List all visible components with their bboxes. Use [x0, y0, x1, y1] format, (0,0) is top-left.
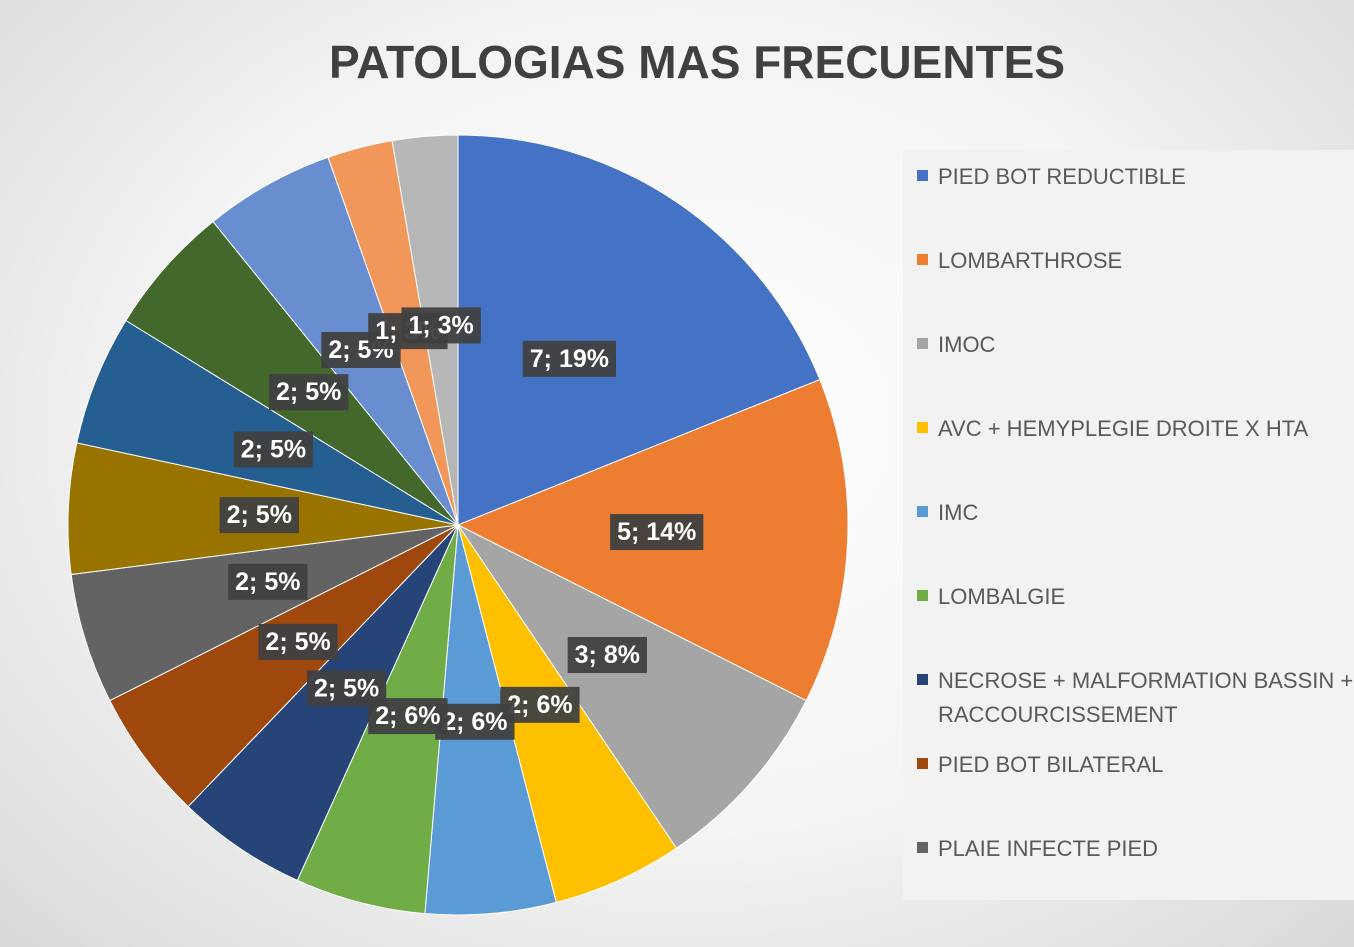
legend-label: IMOC: [938, 332, 996, 357]
legend-label: PIED BOT REDUCTIBLE: [938, 164, 1186, 189]
legend-item: NECROSE + MALFORMATION BASSIN + RACCOURC…: [917, 664, 1354, 748]
legend: PIED BOT REDUCTIBLE LOMBARTHROSE IMOC AVC +…: [903, 150, 1354, 900]
data-label-text: 7; 19%: [530, 345, 609, 373]
legend-label: PLAIE INFECTE PIED: [938, 836, 1159, 861]
legend-swatch: [917, 338, 928, 349]
legend-label: LOMBALGIE: [938, 584, 1066, 609]
data-label-text: 2; 5%: [227, 501, 292, 529]
data-label-text: 2; 5%: [241, 435, 306, 463]
legend-swatch: [917, 842, 928, 853]
legend-label: LOMBARTHROSE: [938, 248, 1123, 273]
pie-slice: [125, 220, 459, 526]
data-label-box: [610, 514, 704, 551]
legend-label: PIED BOT BILATERAL: [938, 752, 1164, 777]
data-label-box: [228, 563, 308, 600]
data-label-box: [435, 703, 515, 740]
legend-swatch: [917, 254, 928, 265]
legend-item: IMC: [917, 496, 1354, 580]
data-label: 2; 5%: [306, 670, 387, 707]
legend-swatch: [917, 590, 928, 601]
data-label-box: [269, 374, 349, 411]
legend-item: LOMBALGIE: [917, 580, 1354, 664]
data-label-text: 2; 6%: [375, 702, 440, 730]
data-label: 1; 3%: [401, 307, 481, 344]
legend-item: PLAIE INFECTE PIED: [917, 832, 1354, 916]
data-label-box: [219, 497, 299, 534]
pie-slice: [76, 319, 459, 526]
legend-swatch: [917, 506, 928, 517]
legend-swatch: [917, 170, 928, 181]
data-label: 2; 6%: [435, 703, 515, 740]
data-label-box: [567, 637, 647, 674]
data-label: 2; 5%: [258, 623, 338, 660]
legend-label: AVC + HEMYPLEGIE DROITE X HTA: [938, 416, 1309, 441]
data-label-text: 2; 6%: [442, 708, 507, 736]
data-label-box: [401, 307, 481, 344]
data-label: 2; 5%: [233, 431, 314, 468]
data-label-text: 2; 5%: [235, 568, 300, 596]
data-label: 2; 5%: [269, 374, 349, 411]
legend-item: PIED BOT BILATERAL: [917, 748, 1354, 832]
legend-item: PIED BOT REDUCTIBLE: [917, 160, 1354, 244]
data-label-text: 2; 5%: [265, 628, 330, 656]
data-label: 2; 6%: [500, 686, 580, 723]
legend-item: IMOC: [917, 328, 1354, 412]
legend-swatch: [917, 674, 928, 685]
data-label-box: [306, 670, 387, 707]
pie-slice: [70, 524, 459, 702]
legend-label: IMC: [938, 500, 979, 525]
data-label-box: [258, 623, 338, 660]
legend-item: AVC + HEMYPLEGIE DROITE X HTA: [917, 412, 1354, 496]
pie-slice: [109, 524, 459, 808]
legend-swatch: [917, 758, 928, 769]
data-label: 3; 8%: [567, 637, 647, 674]
data-label-text: 2; 6%: [507, 691, 572, 719]
data-label: 7; 19%: [522, 340, 616, 377]
legend-item: LOMBARTHROSE: [917, 244, 1354, 328]
data-label-box: [522, 340, 616, 377]
data-label-text: 5; 14%: [617, 518, 696, 546]
data-label-box: [233, 431, 314, 468]
data-label-text: 1; 3%: [408, 311, 473, 339]
legend-label: NECROSE + MALFORMATION BASSIN + RACCOURC…: [938, 668, 1354, 727]
legend-swatch: [917, 422, 928, 433]
pie-slice: [457, 134, 821, 526]
chart-title: PATOLOGIAS MAS FRECUENTES: [329, 36, 1065, 88]
data-label: 5; 14%: [610, 514, 704, 551]
data-label-text: 2; 5%: [276, 378, 341, 406]
data-label-text: 3; 8%: [575, 641, 640, 669]
pie-slice: [456, 523, 807, 849]
data-label: 2; 5%: [228, 563, 308, 600]
data-label-text: 2; 5%: [314, 674, 379, 702]
data-label: 2; 5%: [219, 497, 299, 534]
